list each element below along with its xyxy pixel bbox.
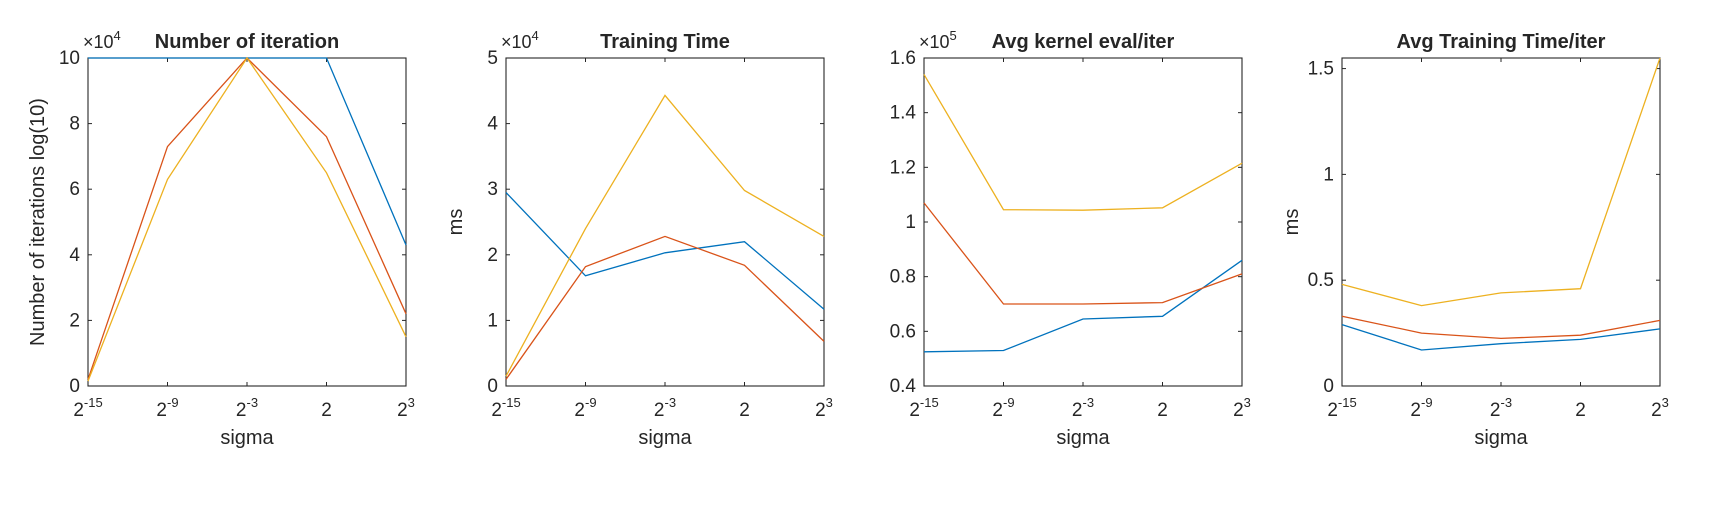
y-tick-label: 10 [59, 48, 80, 69]
series-line-3 [1341, 57, 1661, 307]
y-tick-label: 0 [69, 376, 80, 397]
x-tick-label: 2-9 [1410, 395, 1432, 421]
y-tick-label: 0.5 [1308, 270, 1334, 291]
y-tick-label: 4 [487, 114, 498, 135]
x-axis-label: sigma [1474, 427, 1528, 449]
x-tick-label: 2 [1157, 400, 1168, 421]
x-tick-label: 2 [739, 400, 750, 421]
x-tick-label: 2-15 [491, 395, 520, 421]
y-tick-label: 0 [1323, 376, 1334, 397]
y-tick-label: 1 [1323, 164, 1334, 185]
x-tick-label: 2-3 [1072, 395, 1094, 421]
axes-box [505, 57, 825, 387]
series-line-1 [1341, 323, 1661, 351]
y-tick-label: 6 [69, 179, 80, 200]
y-tick-label: 1.5 [1308, 59, 1334, 80]
y-tick-label: 2 [69, 310, 80, 331]
x-tick-label: 2-3 [654, 395, 676, 421]
chart-title: Avg kernel eval/iter [992, 31, 1175, 53]
y-axis-label: ms [445, 209, 467, 236]
y-tick-label: 0.4 [890, 376, 917, 397]
x-tick-label: 23 [1651, 395, 1669, 421]
y-tick-label: 0 [487, 376, 498, 397]
x-tick-label: 2-3 [236, 395, 258, 421]
x-tick-label: 2-9 [992, 395, 1014, 421]
y-tick-label: 8 [69, 114, 80, 135]
x-tick-label: 2 [1575, 400, 1586, 421]
series-line-2 [1341, 315, 1661, 340]
y-tick-label: 1.6 [890, 48, 916, 69]
axes-box [1341, 57, 1661, 387]
series-line-3 [505, 94, 825, 377]
x-tick-label: 2-9 [156, 395, 178, 421]
x-tick-label: 23 [815, 395, 833, 421]
chart-title: Number of iteration [155, 31, 339, 53]
x-tick-label: 2-15 [1327, 395, 1356, 421]
x-tick-label: 2-15 [73, 395, 102, 421]
y-tick-label: 0.8 [890, 267, 916, 288]
y-tick-label: 1 [487, 310, 498, 331]
series-line-2 [505, 235, 825, 380]
y-multiplier-label: ×104 [501, 28, 539, 52]
axes-box [87, 57, 407, 387]
x-tick-label: 2-9 [574, 395, 596, 421]
series-line-1 [923, 259, 1243, 353]
series-line-1 [505, 192, 825, 310]
y-multiplier-label: ×104 [83, 28, 121, 52]
y-axis-label: ms [1281, 209, 1303, 236]
chart-title: Training Time [600, 31, 730, 53]
y-tick-label: 0.6 [890, 321, 916, 342]
chart-panel-3: 0.4 0.6 0.8 1 1.2 1.4 1.6 2-15 2-9 2-3 2 23 Avg kern… [890, 28, 1251, 449]
x-tick-label: 2 [321, 400, 332, 421]
y-axis-label: Number of iterations log(10) [27, 98, 49, 346]
x-tick-label: 23 [1233, 395, 1251, 421]
x-axis-label: sigma [220, 427, 274, 449]
series-line-1 [88, 57, 407, 246]
chart-title: Avg Training Time/iter [1397, 31, 1606, 53]
series-line-3 [87, 56, 407, 382]
y-tick-label: 1.4 [890, 103, 917, 124]
series-line-2 [87, 57, 407, 380]
chart-panel-4: 0 0.5 1 1.5 2-15 2-9 2-3 2 23 Avg Training Time/i… [1281, 31, 1669, 449]
y-multiplier-label: ×105 [919, 28, 957, 52]
y-tick-label: 1.2 [890, 157, 916, 178]
series-line-2 [923, 202, 1243, 305]
y-tick-label: 2 [487, 245, 498, 266]
x-tick-label: 2-15 [909, 395, 938, 421]
y-tick-label: 4 [69, 245, 80, 266]
x-axis-label: sigma [1056, 427, 1110, 449]
y-tick-label: 1 [905, 212, 916, 233]
y-tick-label: 3 [487, 179, 498, 200]
x-tick-label: 2-3 [1490, 395, 1512, 421]
axes-box [923, 57, 1243, 387]
x-tick-label: 23 [397, 395, 415, 421]
x-axis-label: sigma [638, 427, 692, 449]
series-line-3 [923, 74, 1243, 211]
y-tick-label: 5 [487, 48, 498, 69]
